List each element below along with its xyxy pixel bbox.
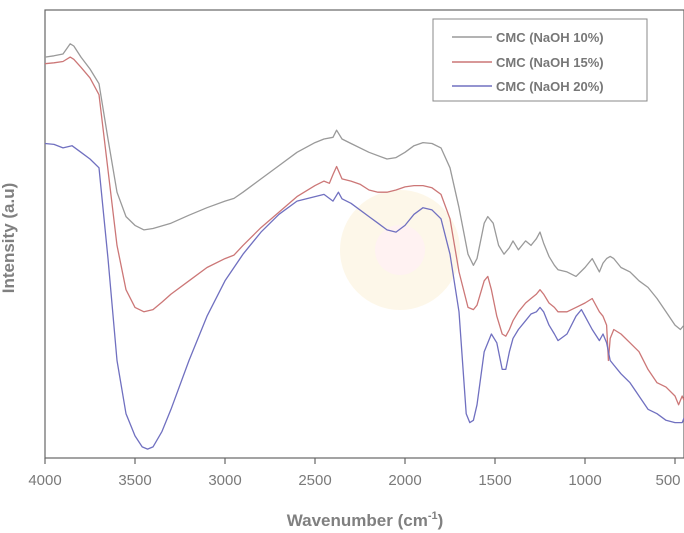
series-line-2	[44, 56, 684, 406]
watermark	[340, 190, 460, 310]
series-line-3	[44, 142, 684, 450]
x-tick-label-500: 500	[655, 472, 680, 489]
plot-frame	[44, 9, 684, 459]
legend-label-series-1: CMC (NaOH 10%)	[496, 30, 604, 45]
x-tick-label-2500: 2500	[298, 472, 331, 489]
x-tick-label-1500: 1500	[478, 472, 511, 489]
legend-box	[432, 18, 648, 102]
x-tick-label-3500: 3500	[118, 472, 151, 489]
x-axis-title: Wavenumber (cm-1)	[287, 510, 444, 530]
x-tick-label-1000: 1000	[568, 472, 601, 489]
legend-label-series-3: CMC (NaOH 20%)	[496, 79, 604, 94]
legend-label-series-2: CMC (NaOH 15%)	[496, 55, 604, 70]
legend: CMC (NaOH 10%) CMC (NaOH 15%) CMC (NaOH …	[432, 18, 648, 102]
x-tick-label-3000: 3000	[208, 472, 241, 489]
y-axis-title: Intensity (a.u)	[0, 183, 18, 294]
x-tick-label-2000: 2000	[388, 472, 421, 489]
x-axis-title-main: Wavenumber (cm	[287, 511, 428, 530]
series-line-1	[44, 43, 684, 331]
x-tick-label-4000: 4000	[28, 472, 61, 489]
x-axis-title-sup: -1	[428, 510, 438, 522]
x-axis-ticks: 4000 3500 3000 2500 2000 1500 1000 500	[28, 458, 681, 489]
series-lines	[44, 43, 684, 450]
x-axis-title-close: )	[438, 511, 444, 530]
